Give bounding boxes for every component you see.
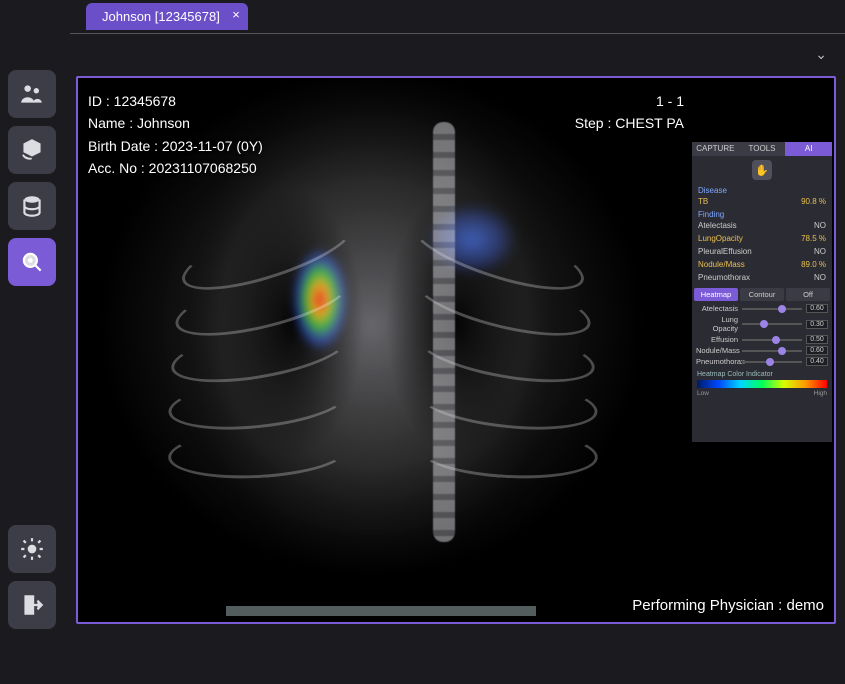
threshold-slider[interactable]: Lung Opacity 0.30 <box>692 314 832 334</box>
finding-name: Nodule/Mass <box>698 260 745 269</box>
ai-panel: CAPTURE TOOLS AI ✋ Disease TB 90.8 % Fin… <box>692 142 832 442</box>
slider-label: Pneumothorax <box>696 357 738 366</box>
settings-icon[interactable] <box>8 525 56 573</box>
finding-name: LungOpacity <box>698 234 743 243</box>
slider-label: Lung Opacity <box>696 315 738 333</box>
pan-hand-icon[interactable]: ✋ <box>752 160 772 180</box>
patients-icon[interactable] <box>8 70 56 118</box>
finding-value: NO <box>814 247 826 256</box>
finding-name: PleuralEffusion <box>698 247 752 256</box>
vis-contour[interactable]: Contour <box>740 288 784 301</box>
tab-divider <box>70 33 845 34</box>
finding-name: Atelectasis <box>698 221 737 230</box>
disease-name: TB <box>698 197 708 206</box>
tab-ai[interactable]: AI <box>785 142 832 156</box>
finding-value: 78.5 % <box>801 234 826 243</box>
database-icon[interactable] <box>8 182 56 230</box>
finding-name: Pneumothorax <box>698 273 750 282</box>
step-label: Step : CHEST PA <box>575 112 684 134</box>
finding-row: Pneumothorax NO <box>692 271 832 284</box>
indicator-low: Low <box>697 390 709 397</box>
slider-label: Nodule/Mass <box>696 346 738 355</box>
ai-search-icon[interactable] <box>8 238 56 286</box>
h-scrollbar[interactable] <box>226 606 536 616</box>
slider-knob[interactable] <box>766 358 774 366</box>
patient-birth: Birth Date : 2023-11-07 (0Y) <box>88 135 263 157</box>
slider-label: Effusion <box>696 335 738 344</box>
physician-label: Performing Physician : demo <box>632 597 824 614</box>
slider-value[interactable]: 0.60 <box>806 304 828 313</box>
slider-value[interactable]: 0.60 <box>806 346 828 355</box>
patient-acc: Acc. No : 20231107068250 <box>88 157 263 179</box>
patient-info-overlay: ID : 12345678 Name : Johnson Birth Date … <box>88 90 263 180</box>
slider-track[interactable] <box>742 323 802 325</box>
heatmap-region-2 <box>418 190 538 300</box>
color-indicator-bar <box>697 380 827 388</box>
close-tab-icon[interactable]: × <box>232 7 240 22</box>
finding-row: LungOpacity 78.5 % <box>692 232 832 245</box>
patient-id: ID : 12345678 <box>88 90 263 112</box>
slider-knob[interactable] <box>778 305 786 313</box>
slider-knob[interactable] <box>778 347 786 355</box>
slider-value[interactable]: 0.30 <box>806 320 828 329</box>
indicator-label: Heatmap Color Indicator <box>692 367 832 378</box>
disease-header: Disease <box>692 184 832 195</box>
image-viewport[interactable]: ID : 12345678 Name : Johnson Birth Date … <box>76 76 836 624</box>
tab-capture[interactable]: CAPTURE <box>692 142 739 156</box>
slider-value[interactable]: 0.40 <box>806 357 828 366</box>
vis-off[interactable]: Off <box>786 288 830 301</box>
patient-tab[interactable]: Johnson [12345678] × <box>86 3 248 30</box>
slider-track[interactable] <box>742 339 802 341</box>
finding-value: 89.0 % <box>801 260 826 269</box>
threshold-slider[interactable]: Atelectasis 0.60 <box>692 303 832 314</box>
slider-knob[interactable] <box>772 336 780 344</box>
spine-overlay <box>433 122 455 542</box>
patient-tab-label: Johnson [12345678] <box>102 9 220 24</box>
vis-heatmap[interactable]: Heatmap <box>694 288 738 301</box>
threshold-slider[interactable]: Nodule/Mass 0.60 <box>692 345 832 356</box>
finding-row: PleuralEffusion NO <box>692 245 832 258</box>
collapse-icon[interactable]: ⌄ <box>815 46 827 63</box>
step-overlay: 1 - 1 Step : CHEST PA <box>575 90 684 135</box>
slider-knob[interactable] <box>760 320 768 328</box>
finding-value: NO <box>814 273 826 282</box>
slider-track[interactable] <box>742 308 802 310</box>
indicator-high: High <box>814 390 827 397</box>
slider-value[interactable]: 0.50 <box>806 335 828 344</box>
patient-name: Name : Johnson <box>88 112 263 134</box>
tab-tools[interactable]: TOOLS <box>739 142 786 156</box>
finding-row: Atelectasis NO <box>692 219 832 232</box>
slider-label: Atelectasis <box>696 304 738 313</box>
disease-value: 90.8 % <box>801 197 826 206</box>
slider-track[interactable] <box>742 350 802 352</box>
finding-value: NO <box>814 221 826 230</box>
heatmap-region-1 <box>250 184 390 394</box>
logout-icon[interactable] <box>8 581 56 629</box>
image-index: 1 - 1 <box>575 90 684 112</box>
threshold-slider[interactable]: Pneumothorax 0.40 <box>692 356 832 367</box>
disease-row: TB 90.8 % <box>692 195 832 208</box>
finding-header: Finding <box>692 208 832 219</box>
slider-track[interactable] <box>742 361 802 363</box>
finding-row: Nodule/Mass 89.0 % <box>692 258 832 271</box>
threshold-slider[interactable]: Effusion 0.50 <box>692 334 832 345</box>
box-hand-icon[interactable] <box>8 126 56 174</box>
